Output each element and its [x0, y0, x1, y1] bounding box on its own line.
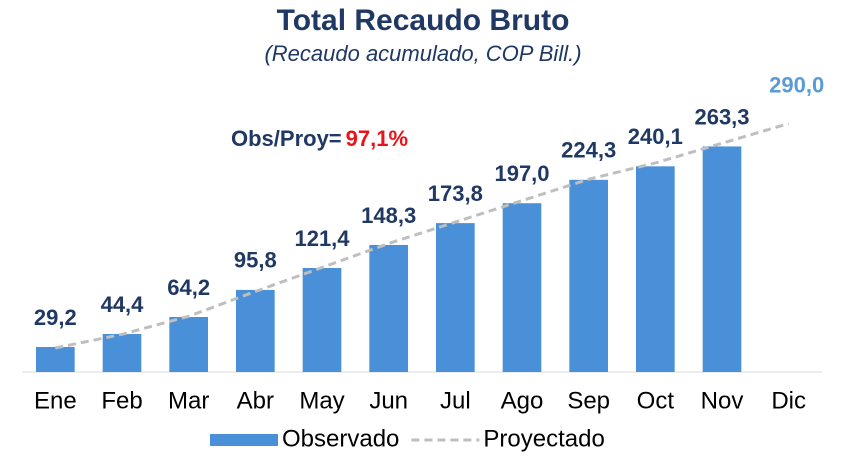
legend-swatch — [210, 434, 278, 446]
bar — [302, 268, 342, 372]
x-tick-label: Ene — [34, 387, 77, 414]
x-tick-label: Sep — [567, 387, 610, 414]
data-label: 263,3 — [694, 104, 749, 129]
data-label: 148,3 — [361, 203, 416, 228]
data-label: 224,3 — [561, 138, 616, 163]
bar — [102, 333, 142, 372]
annotation-value: 97,1% — [346, 126, 408, 151]
x-tick-label: May — [299, 387, 344, 414]
projection-line — [55, 122, 790, 350]
data-label: 95,8 — [234, 248, 277, 273]
bar — [236, 289, 275, 372]
data-label: 173,8 — [428, 181, 483, 206]
x-tick-label: Jun — [369, 387, 408, 414]
x-tick-label: Feb — [101, 387, 142, 414]
annotation-text: Obs/Proy= — [231, 126, 342, 151]
bar — [169, 317, 208, 372]
bar — [702, 146, 742, 372]
bar — [636, 166, 675, 372]
data-label: 29,2 — [34, 305, 77, 330]
bar — [502, 203, 542, 372]
bar — [569, 179, 608, 372]
data-label: 121,4 — [294, 226, 350, 251]
data-label: 290,0 — [769, 72, 824, 97]
x-tick-label: Jul — [440, 387, 471, 414]
data-label: 64,2 — [167, 275, 210, 300]
chart-title: Total Recaudo Bruto — [277, 4, 570, 37]
x-tick-label: Dic — [771, 387, 806, 414]
annotation: Obs/Proy= 97,1% — [231, 126, 408, 151]
chart-subtitle: (Recaudo acumulado, COP Bill.) — [264, 41, 581, 66]
bar — [436, 223, 475, 372]
x-tick-label: Oct — [637, 387, 675, 414]
x-tick-label: Nov — [701, 387, 744, 414]
x-tick-label: Ago — [501, 387, 544, 414]
bar — [369, 244, 408, 372]
data-label: 240,1 — [628, 124, 683, 149]
x-tick-label: Abr — [237, 387, 274, 414]
legend-label: Observado — [282, 425, 399, 452]
data-label: 44,4 — [101, 292, 145, 317]
data-label: 197,0 — [494, 161, 549, 186]
bar — [36, 346, 75, 372]
legend-label: Proyectado — [483, 425, 604, 452]
x-tick-label: Mar — [168, 387, 209, 414]
